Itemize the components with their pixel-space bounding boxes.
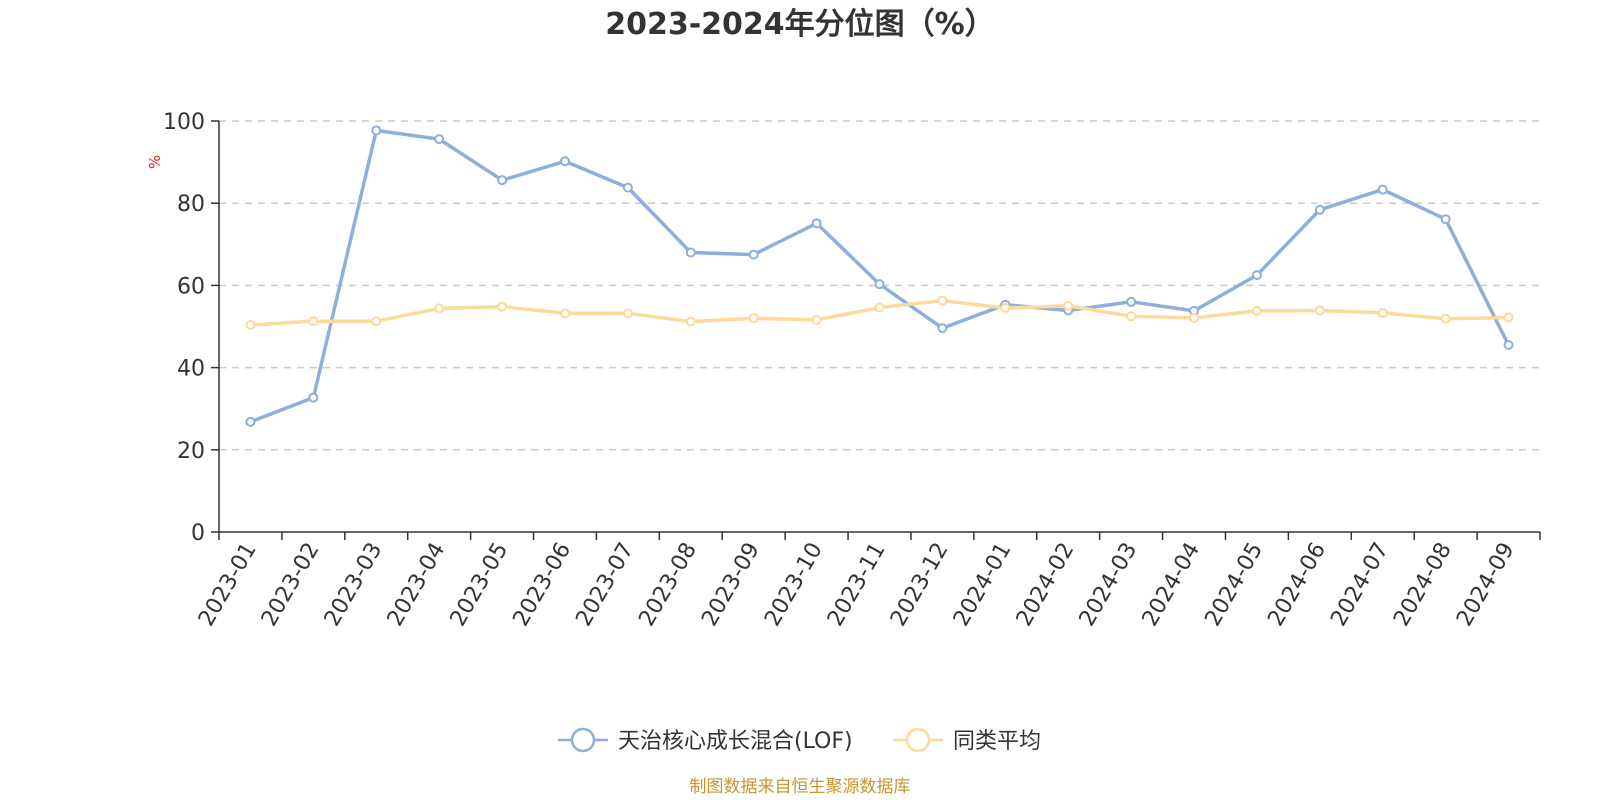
legend-marker bbox=[570, 727, 596, 753]
y-tick-label: 40 bbox=[177, 357, 205, 382]
data-point bbox=[1314, 204, 1325, 215]
data-point bbox=[371, 125, 382, 136]
x-tick-label: 2023-03 bbox=[320, 539, 388, 631]
data-point bbox=[811, 218, 822, 229]
data-point bbox=[1126, 311, 1137, 322]
data-point bbox=[1251, 270, 1262, 281]
y-tick-label: 20 bbox=[177, 439, 205, 464]
data-point bbox=[685, 247, 696, 258]
data-point bbox=[559, 308, 570, 319]
x-tick-label: 2024-01 bbox=[949, 539, 1017, 631]
x-tick-label: 2024-08 bbox=[1389, 539, 1457, 631]
x-tick-label: 2024-09 bbox=[1452, 539, 1520, 631]
data-point bbox=[1503, 312, 1514, 323]
data-point bbox=[1251, 305, 1262, 316]
data-point bbox=[245, 416, 256, 427]
data-point bbox=[1126, 296, 1137, 307]
x-tick-label: 2023-07 bbox=[571, 539, 639, 631]
data-point bbox=[1503, 339, 1514, 350]
data-point bbox=[1377, 307, 1388, 318]
y-tick-label: 0 bbox=[191, 521, 205, 546]
data-point bbox=[434, 134, 445, 145]
data-point bbox=[559, 156, 570, 167]
x-tick-label: 2023-02 bbox=[257, 539, 325, 631]
data-point bbox=[1000, 303, 1011, 314]
data-point bbox=[1063, 300, 1074, 311]
x-tick-label: 2023-04 bbox=[383, 539, 451, 631]
y-axis-unit-label: % bbox=[146, 155, 164, 169]
data-point bbox=[434, 303, 445, 314]
x-tick-label: 2024-04 bbox=[1138, 539, 1206, 631]
x-tick-label: 2024-02 bbox=[1012, 539, 1080, 631]
x-tick-label: 2024-05 bbox=[1201, 539, 1269, 631]
data-point bbox=[811, 314, 822, 325]
source-note: 制图数据来自恒生聚源数据库 bbox=[690, 777, 911, 797]
legend[interactable]: 天治核心成长混合(LOF) 同类平均 bbox=[558, 727, 1041, 754]
series-line bbox=[248, 128, 1511, 424]
data-point bbox=[748, 313, 759, 324]
data-point bbox=[308, 316, 319, 327]
data-point bbox=[1440, 214, 1451, 225]
data-point bbox=[497, 301, 508, 312]
data-point bbox=[622, 182, 633, 193]
x-tick-label: 2023-06 bbox=[509, 539, 577, 631]
data-point bbox=[308, 392, 319, 403]
legend-item-1[interactable]: 天治核心成长混合(LOF) bbox=[558, 727, 853, 754]
data-point bbox=[1440, 313, 1451, 324]
data-point bbox=[497, 175, 508, 186]
data-point bbox=[937, 295, 948, 306]
x-tick-label: 2023-11 bbox=[823, 539, 891, 631]
data-point bbox=[937, 323, 948, 334]
series-2 bbox=[245, 295, 1514, 330]
x-tick-label: 2023-05 bbox=[446, 539, 514, 631]
series bbox=[245, 125, 1514, 427]
data-point bbox=[622, 308, 633, 319]
legend-label: 天治核心成长混合(LOF) bbox=[618, 729, 853, 754]
data-point bbox=[685, 316, 696, 327]
data-point bbox=[1377, 184, 1388, 195]
data-point bbox=[1189, 312, 1200, 323]
x-tick-label: 2023-01 bbox=[194, 539, 262, 631]
data-point bbox=[748, 249, 759, 260]
y-tick-label: 100 bbox=[163, 110, 205, 135]
data-point bbox=[1314, 305, 1325, 316]
axes: 0 20 40 60 80 100 2023-012023-022023-032023-04… bbox=[163, 110, 1541, 631]
legend-marker bbox=[905, 727, 931, 753]
x-tick-label: 2023-09 bbox=[697, 539, 765, 631]
x-tick-label: 2023-12 bbox=[886, 539, 954, 631]
y-tick-label: 60 bbox=[177, 274, 205, 299]
x-tick-label: 2024-07 bbox=[1326, 539, 1394, 631]
x-tick-label: 2024-03 bbox=[1075, 539, 1143, 631]
data-point bbox=[874, 302, 885, 313]
legend-item-2[interactable]: 同类平均 bbox=[893, 727, 1041, 754]
data-point bbox=[371, 316, 382, 327]
x-tick-label: 2023-10 bbox=[760, 539, 828, 631]
data-point bbox=[874, 279, 885, 290]
legend-label: 同类平均 bbox=[953, 729, 1041, 754]
data-point bbox=[245, 319, 256, 330]
x-tick-label: 2023-08 bbox=[634, 539, 702, 631]
x-tick-label: 2024-06 bbox=[1263, 539, 1331, 631]
series-1 bbox=[245, 125, 1514, 427]
y-tick-label: 80 bbox=[177, 192, 205, 217]
chart-title: 2023-2024年分位图（%） bbox=[605, 7, 995, 42]
